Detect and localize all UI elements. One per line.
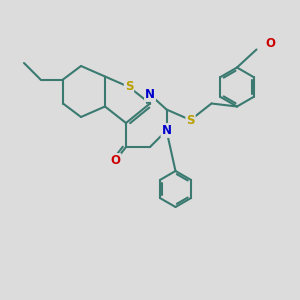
Text: S: S [186,113,195,127]
Text: S: S [125,80,133,94]
Text: N: N [161,124,172,137]
Text: O: O [265,37,275,50]
Text: O: O [110,154,121,167]
Text: N: N [145,88,155,101]
